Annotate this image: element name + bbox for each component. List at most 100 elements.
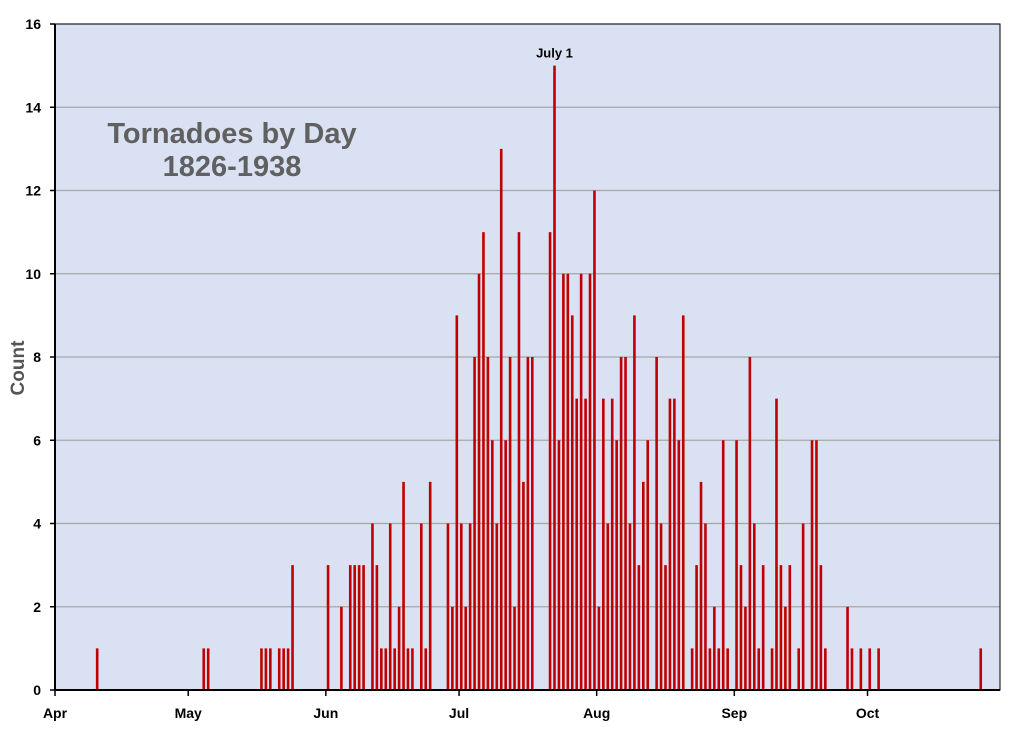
bar [522,481,525,691]
bar [584,398,587,691]
bar [846,606,849,690]
bar [695,565,698,691]
bar [393,648,396,691]
bar [531,357,534,690]
bar [384,648,388,691]
y-tick-label: 16 [25,16,41,32]
bar [468,523,472,690]
bar [664,565,667,691]
bar [562,273,565,690]
bar [362,565,365,691]
bar [402,481,405,691]
y-tick-label: 0 [33,682,41,698]
bar [770,648,774,691]
bar [451,606,454,690]
peak-annotation: July 1 [536,46,573,61]
bar [411,648,414,691]
y-tick-label: 6 [33,432,41,448]
bar [699,481,703,691]
bar [575,398,578,691]
bar [388,523,392,690]
bar [850,648,854,691]
tick-labels: 0 2 4 6 8 10 12 14 16 Apr May Jun Jul Aug Sep Oct [25,16,879,721]
bar [459,523,463,690]
bar [455,315,459,691]
bar [593,190,596,690]
bar [504,440,507,690]
x-tick-label: May [175,705,202,721]
bar [748,357,752,690]
x-tick-label: Sep [721,705,747,721]
bar [202,648,206,691]
chart-title-line-1: Tornadoes by Day [107,118,356,150]
bar [744,606,747,690]
bar [708,648,712,691]
bars [95,65,983,691]
bar [486,357,490,690]
bar [282,648,285,691]
bar [375,565,379,691]
y-tick-label: 12 [25,183,41,199]
bar [269,648,272,691]
bar [726,648,729,691]
bar [597,606,601,690]
bar [566,273,570,690]
bar [633,315,636,691]
bar [877,648,880,691]
bar [357,565,361,691]
bar [264,648,268,691]
bar [819,565,823,691]
bar [704,523,707,690]
bar [420,523,423,690]
bar [637,565,641,691]
bar [371,523,374,690]
bar [619,357,623,690]
bar [95,648,99,691]
bar [642,481,645,691]
x-tick-label: Oct [856,705,880,721]
bar [735,440,738,690]
bar [610,398,614,691]
bar [553,65,556,691]
bar [677,440,681,690]
bar [624,357,627,690]
bar [775,398,778,691]
bar [713,606,716,690]
bar [513,606,516,690]
bar [548,232,552,691]
bar [495,523,499,690]
bar [690,648,694,691]
y-tick-label: 14 [25,99,41,115]
bar [868,648,872,691]
bar [717,648,721,691]
bar [428,481,432,691]
bar [477,273,481,690]
bar [753,523,756,690]
bar [628,523,632,690]
bar [797,648,800,691]
bar [517,232,521,691]
bar [579,273,583,690]
bar [446,523,450,690]
bar [739,565,743,691]
y-tick-label: 4 [33,516,41,532]
bar [397,606,401,690]
bar [206,648,210,691]
bar [340,606,343,690]
bar [482,232,485,691]
x-tick-label: Jun [313,705,338,721]
bar [277,648,281,691]
bar [659,523,663,690]
bar [499,148,503,691]
bar [681,315,685,691]
bar [673,398,676,691]
bar [815,440,818,690]
bar [602,398,605,691]
bar [810,440,814,690]
chart-title-line-2: 1826-1938 [163,151,302,183]
bar [979,648,983,691]
bar [655,357,658,690]
bar [353,565,356,691]
bar [570,315,574,691]
